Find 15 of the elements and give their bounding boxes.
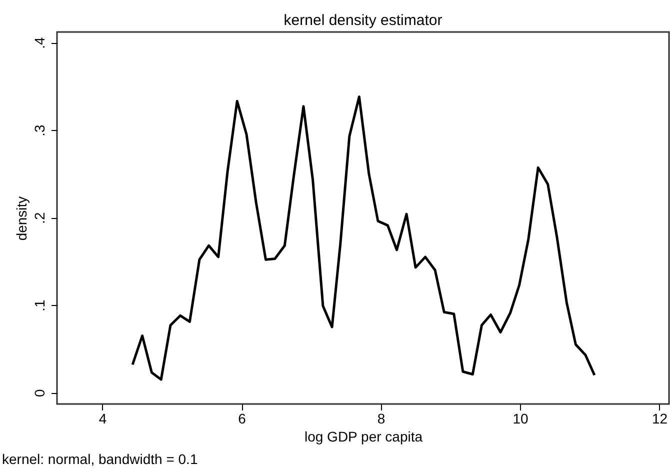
y-tick-label: .1	[32, 300, 48, 312]
y-tick-label: .2	[32, 212, 48, 224]
chart-title: kernel density estimator	[284, 12, 442, 29]
text: kernel: normal, bandwidth = 0.1	[2, 451, 198, 467]
y-axis-title: density	[14, 196, 30, 241]
x-tick-label: 10	[512, 410, 528, 426]
x-tick-label: 12	[652, 410, 668, 426]
y-tick-label: 0	[32, 389, 48, 398]
x-axis-title: log GDP per capita	[304, 428, 423, 444]
line-series	[131, 96, 596, 381]
x-tick-label: 4	[98, 410, 107, 426]
y-tick-label: .4	[32, 36, 48, 49]
x-tick-label: 8	[377, 410, 386, 426]
x-tick-label: 6	[238, 410, 246, 426]
y-tick-label: .3	[32, 124, 48, 136]
